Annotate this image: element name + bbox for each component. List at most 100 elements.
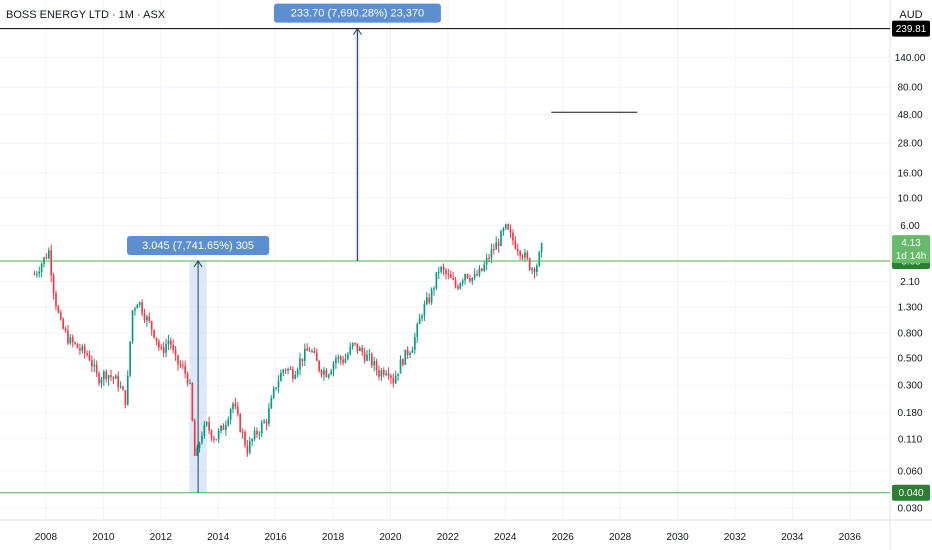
candle-down xyxy=(318,360,320,371)
candle-down xyxy=(91,360,93,367)
candle-down xyxy=(454,279,457,286)
candle-up xyxy=(478,268,481,276)
candle-down xyxy=(497,242,500,246)
candle-down xyxy=(387,373,390,376)
candle-down xyxy=(301,358,304,361)
candle-up xyxy=(129,341,131,376)
time-tick-label: 2028 xyxy=(609,532,632,543)
candle-down xyxy=(169,340,172,345)
candle-up xyxy=(430,289,433,303)
candle-up xyxy=(380,370,383,377)
candle-up xyxy=(215,439,218,441)
candle-up xyxy=(229,408,232,420)
currency-label[interactable]: AUD xyxy=(899,9,922,21)
measurement-arrows xyxy=(193,27,362,493)
candlestick-series xyxy=(33,223,543,457)
candle-down xyxy=(308,350,311,352)
time-tick-label: 2024 xyxy=(494,532,517,543)
candle-down xyxy=(208,422,210,431)
candle-down xyxy=(55,293,57,307)
candle-down xyxy=(74,342,76,344)
candle-up xyxy=(385,373,387,375)
price-tag-label: 0.040 xyxy=(898,488,923,499)
price-axis[interactable]: 140.00 80.00 48.00 28.00 16.00 10.00 6.00 2.10 1… xyxy=(895,53,926,515)
candle-down xyxy=(33,274,36,276)
price-tick-label: 28.00 xyxy=(897,139,922,150)
candle-down xyxy=(50,250,53,276)
time-tick-label: 2012 xyxy=(150,532,173,543)
candle-up xyxy=(107,375,110,379)
candle-down xyxy=(516,248,519,252)
price-tick-label: 1.300 xyxy=(897,302,922,313)
candle-down xyxy=(67,330,69,344)
candle-up xyxy=(272,388,275,398)
candle-up xyxy=(500,231,502,246)
candle-up xyxy=(440,266,443,272)
candle-up xyxy=(100,379,103,384)
price-tag-label: 239.81 xyxy=(896,24,927,35)
candle-up xyxy=(459,283,462,289)
candle-up xyxy=(303,348,306,361)
candle-down xyxy=(509,229,512,233)
candle-down xyxy=(521,255,524,258)
candle-down xyxy=(466,274,469,278)
candle-down xyxy=(112,376,115,379)
time-tick-label: 2036 xyxy=(839,532,862,543)
candle-up xyxy=(366,354,368,361)
price-tick-label: 0.300 xyxy=(897,381,922,392)
candle-up xyxy=(471,277,474,281)
candle-up xyxy=(433,288,435,290)
candle-down xyxy=(98,373,100,384)
candle-down xyxy=(239,413,242,432)
candle-down xyxy=(88,355,91,361)
candle-up xyxy=(220,425,222,432)
time-tick-label: 2018 xyxy=(322,532,345,543)
candle-up xyxy=(414,337,416,350)
time-axis[interactable]: 2008 2010 2012 2014 2016 2018 2020 2022 2024 2026… xyxy=(35,532,862,543)
candle-up xyxy=(531,268,533,271)
candle-up xyxy=(504,224,507,229)
price-tick-label: 10.00 xyxy=(897,194,922,205)
candle-up xyxy=(294,374,297,379)
candle-up xyxy=(287,368,289,371)
candle-up xyxy=(114,375,117,379)
candle-up xyxy=(416,323,419,338)
candle-down xyxy=(181,365,184,367)
candle-down xyxy=(361,347,364,353)
price-tick-label: 140.00 xyxy=(895,53,926,64)
candle-down xyxy=(83,346,86,354)
candle-down xyxy=(442,266,445,270)
candle-down xyxy=(402,359,404,365)
price-tick-label: 2.10 xyxy=(900,277,920,288)
candle-down xyxy=(469,277,471,281)
candle-up xyxy=(399,359,402,374)
candle-down xyxy=(236,406,239,414)
candle-up xyxy=(232,403,234,409)
candle-down xyxy=(447,273,450,275)
symbol-title[interactable]: BOSS ENERGY LTD · 1M · ASX xyxy=(6,9,166,21)
horizontal-lines[interactable] xyxy=(0,28,890,494)
time-tick-label: 2026 xyxy=(552,532,575,543)
candle-up xyxy=(536,265,538,272)
candle-up xyxy=(349,346,352,355)
candle-up xyxy=(102,371,105,380)
candle-up xyxy=(347,354,349,359)
candle-down xyxy=(79,348,81,351)
candle-up xyxy=(225,425,227,430)
candle-down xyxy=(476,274,478,276)
candle-up xyxy=(409,352,411,355)
candle-up xyxy=(280,372,282,382)
candle-up xyxy=(93,364,96,367)
candle-down xyxy=(179,364,182,366)
candle-down xyxy=(172,344,175,350)
time-tick-label: 2032 xyxy=(724,532,747,543)
candle-down xyxy=(45,257,48,259)
candle-down xyxy=(193,420,196,456)
candle-up xyxy=(490,249,493,259)
candle-down xyxy=(244,432,246,446)
candle-up xyxy=(47,250,50,259)
candle-down xyxy=(86,353,88,356)
price-tick-label: 0.180 xyxy=(897,408,922,419)
